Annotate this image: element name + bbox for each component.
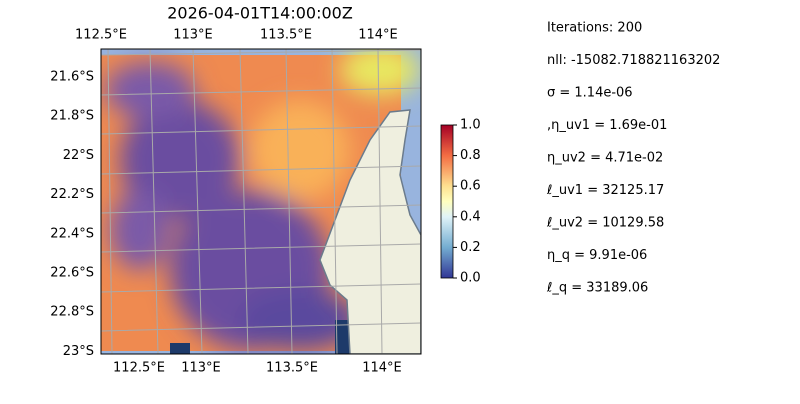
map-frame bbox=[100, 48, 422, 355]
lon-label-top: 113.5°E bbox=[260, 28, 312, 43]
stat-line: η_q = 9.91e-06 bbox=[547, 248, 647, 263]
lat-label: 21.6°S bbox=[50, 70, 94, 85]
colorbar-tick-label: 0.4 bbox=[460, 209, 481, 224]
colorbar-tick-label: 0.8 bbox=[460, 148, 481, 163]
lat-label: 21.8°S bbox=[50, 109, 94, 124]
lon-label-top: 114°E bbox=[358, 28, 398, 43]
lat-label: 22.4°S bbox=[50, 226, 94, 241]
colorbar-tick-label: 0.2 bbox=[460, 240, 481, 255]
lon-label-top: 113°E bbox=[173, 28, 213, 43]
lat-label: 22.8°S bbox=[50, 305, 94, 320]
lon-label-bottom: 112.5°E bbox=[113, 361, 165, 376]
stat-line: η_uv2 = 4.71e-02 bbox=[547, 151, 663, 166]
lat-label: 22°S bbox=[63, 148, 94, 163]
lon-label-bottom: 114°E bbox=[362, 361, 402, 376]
stat-line: Iterations: 200 bbox=[547, 21, 642, 36]
lon-label-bottom: 113°E bbox=[181, 361, 221, 376]
colorbar-tick-label: 1.0 bbox=[460, 118, 481, 133]
lat-label: 23°S bbox=[63, 344, 94, 359]
lat-label: 22.2°S bbox=[50, 187, 94, 202]
stat-line: ,η_uv1 = 1.69e-01 bbox=[547, 118, 667, 133]
stat-line: ℓ_uv1 = 32125.17 bbox=[546, 183, 664, 198]
stat-line: ℓ_q = 33189.06 bbox=[546, 281, 648, 296]
title: 2026-04-01T14:00:00Z bbox=[167, 4, 353, 23]
colorbar-tick-label: 0.0 bbox=[460, 271, 481, 286]
colorbar bbox=[440, 124, 454, 279]
stat-line: σ = 1.14e-06 bbox=[547, 86, 633, 101]
map-field bbox=[101, 49, 421, 354]
lon-label-bottom: 113.5°E bbox=[266, 361, 318, 376]
lat-label: 22.6°S bbox=[50, 266, 94, 281]
colorbar-tick-label: 0.6 bbox=[460, 179, 481, 194]
stat-line: nll: -15082.718821163202 bbox=[547, 53, 720, 68]
stat-line: ℓ_uv2 = 10129.58 bbox=[546, 216, 664, 231]
lon-label-top: 112.5°E bbox=[75, 28, 127, 43]
